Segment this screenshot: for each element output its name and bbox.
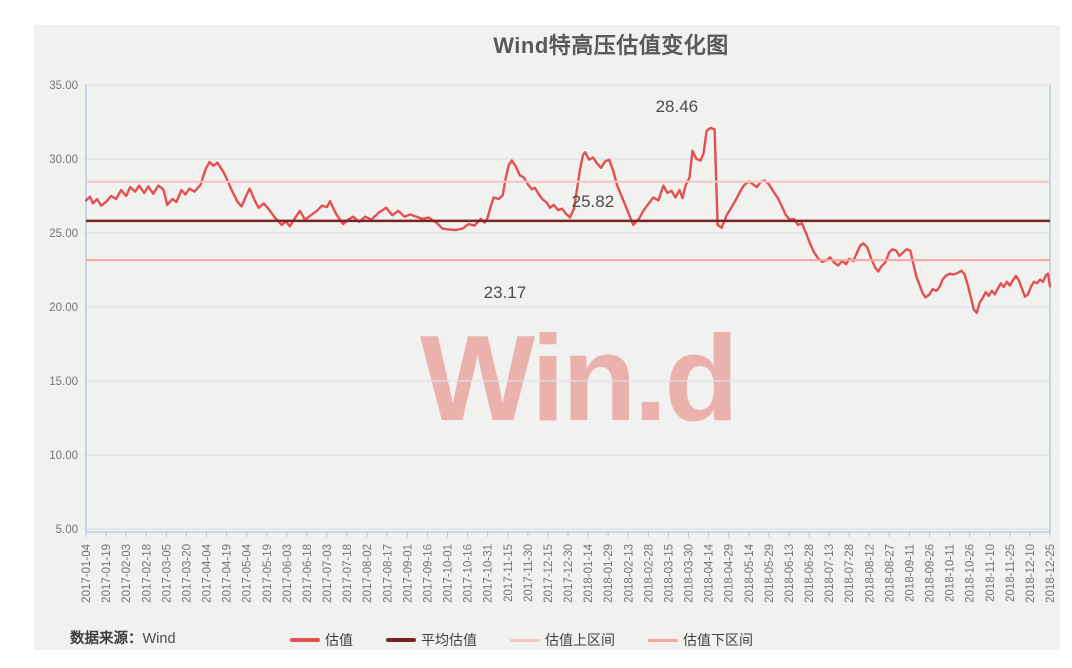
- legend-label: 估值: [325, 632, 353, 648]
- x-axis-label: 2018-12-25: [1045, 544, 1057, 603]
- x-axis-label: 2017-11-30: [523, 544, 535, 602]
- x-axis-label: 2017-02-03: [121, 544, 133, 603]
- x-axis-label: 2018-01-14: [583, 543, 595, 602]
- x-axis-label: 2017-03-05: [161, 544, 173, 603]
- x-axis-label: 2017-07-03: [322, 544, 334, 603]
- x-axis-label: 2017-09-16: [422, 544, 434, 603]
- legend-line-swatch: [510, 638, 540, 642]
- x-axis-label: 2017-06-03: [282, 544, 294, 603]
- x-axis-label: 2017-07-18: [342, 544, 354, 603]
- x-axis-label: 2017-10-16: [463, 544, 475, 603]
- x-axis-label: 2018-07-13: [824, 544, 836, 603]
- y-axis-label: 20.00: [49, 302, 78, 314]
- legend: 估值 平均估值 估值上区间 估值下区间: [290, 630, 753, 650]
- x-axis-label: 2017-03-20: [181, 544, 193, 603]
- x-axis-label: 2017-02-18: [141, 544, 153, 603]
- x-axis-label: 2018-02-13: [623, 544, 635, 603]
- legend-line-swatch: [290, 638, 320, 642]
- legend-label: 平均估值: [421, 632, 477, 648]
- x-axis-label: 2018-06-13: [784, 544, 796, 603]
- x-axis-label: 2017-05-04: [242, 543, 254, 602]
- x-axis-label: 2018-04-29: [724, 544, 736, 603]
- chart-background: [34, 25, 1060, 650]
- source-note-name: Wind: [142, 631, 176, 647]
- x-axis-label: 2018-01-29: [603, 544, 615, 603]
- x-axis-label: 2018-11-25: [1005, 544, 1017, 602]
- y-axis-label: 5.00: [56, 524, 78, 536]
- x-axis-label: 2018-10-26: [965, 544, 977, 603]
- x-axis-label: 2018-12-10: [1025, 544, 1037, 603]
- x-axis-label: 2017-12-30: [563, 544, 575, 603]
- value-annotation: 25.82: [571, 191, 615, 211]
- x-axis-label: 2018-09-11: [904, 544, 916, 602]
- x-axis-label: 2018-09-26: [925, 544, 937, 603]
- x-axis-label: 2018-05-14: [744, 543, 756, 602]
- source-note: 数据来源：Wind: [70, 627, 176, 648]
- y-axis-label: 10.00: [49, 450, 78, 462]
- legend-item: 估值上区间: [510, 630, 615, 650]
- x-axis-label: 2017-11-15: [503, 544, 515, 602]
- x-axis-label: 2017-09-01: [402, 544, 414, 603]
- legend-item: 平均估值: [386, 630, 477, 650]
- x-axis-label: 2018-10-11: [945, 544, 957, 602]
- x-axis-label: 2018-02-28: [643, 544, 655, 603]
- x-axis-label: 2017-05-19: [262, 544, 274, 603]
- y-axis-label: 30.00: [49, 154, 78, 166]
- x-axis-label: 2018-04-14: [704, 543, 716, 602]
- y-axis-label: 15.00: [49, 376, 78, 388]
- x-axis-label: 2017-08-02: [362, 544, 374, 603]
- legend-item: 估值: [290, 630, 353, 650]
- x-axis-label: 2018-08-27: [884, 544, 896, 603]
- y-axis-label: 25.00: [49, 228, 78, 240]
- value-annotation: 23.17: [483, 282, 527, 302]
- value-annotation: 28.46: [655, 97, 699, 117]
- legend-label: 估值下区间: [683, 632, 753, 648]
- x-axis-label: 2017-10-01: [443, 544, 455, 603]
- x-axis-label: 2018-08-12: [864, 544, 876, 603]
- x-axis-label: 2018-03-15: [663, 544, 675, 603]
- y-axis-label: 35.00: [49, 80, 78, 92]
- x-axis-label: 2017-12-15: [543, 544, 555, 603]
- x-axis-label: 2017-04-19: [222, 544, 234, 603]
- legend-line-swatch: [648, 638, 678, 642]
- legend-label: 估值上区间: [545, 632, 615, 648]
- legend-item: 估值下区间: [648, 630, 753, 650]
- x-axis-label: 2018-06-28: [804, 544, 816, 603]
- legend-line-swatch: [386, 638, 416, 642]
- x-axis-label: 2018-03-30: [684, 544, 696, 603]
- x-axis-label: 2017-04-04: [202, 543, 214, 602]
- x-axis-label: 2017-06-18: [302, 544, 314, 603]
- x-axis-label: 2018-11-10: [985, 544, 997, 602]
- x-axis-label: 2018-05-29: [764, 544, 776, 603]
- x-axis-label: 2017-08-17: [382, 544, 394, 603]
- x-axis-label: 2018-07-28: [844, 544, 856, 603]
- source-note-prefix: 数据来源：: [70, 631, 143, 647]
- x-axis-label: 2017-01-19: [101, 544, 113, 603]
- x-axis-label: 2017-01-04: [81, 543, 93, 602]
- chart-title: Wind特高压估值变化图: [493, 33, 729, 58]
- x-axis-label: 2017-10-31: [483, 544, 495, 603]
